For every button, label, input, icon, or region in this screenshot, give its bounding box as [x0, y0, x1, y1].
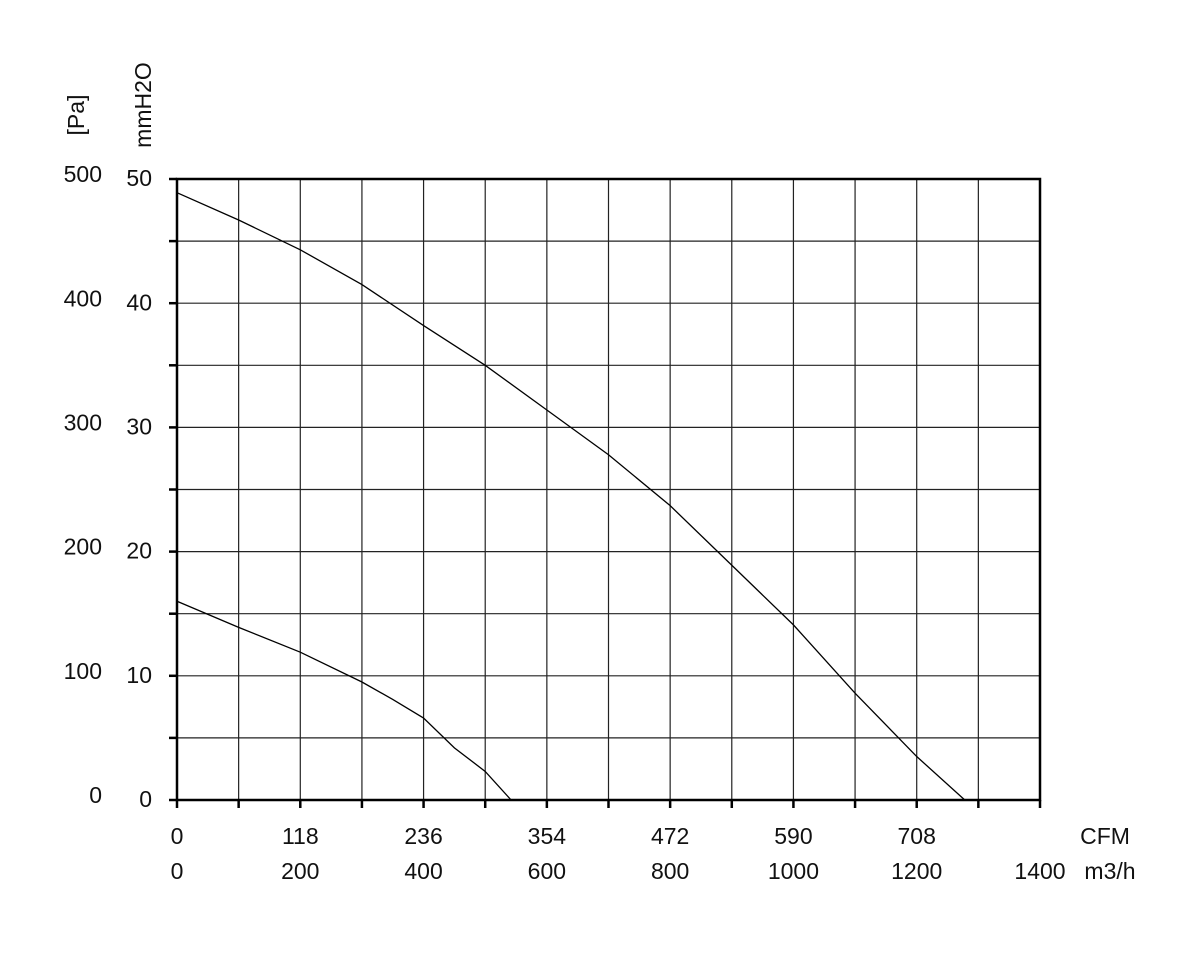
x2-tick-label: 118 — [282, 823, 319, 849]
y-tick-label: 100 — [64, 658, 102, 684]
x2-axis-label: CFM — [1080, 823, 1130, 849]
y-tick-label: 300 — [64, 409, 102, 435]
y2-tick-label: 10 — [126, 662, 152, 688]
x-tick-label: 1400 — [1014, 858, 1065, 884]
y-tick-label: 400 — [64, 285, 102, 311]
x-tick-label: 200 — [281, 858, 319, 884]
y2-tick-label: 20 — [126, 538, 152, 564]
x-tick-label: 600 — [528, 858, 566, 884]
x2-tick-label: 236 — [404, 823, 442, 849]
curve — [176, 192, 966, 801]
y2-axis-label: mmH2O — [130, 62, 156, 148]
y2-tick-label: 0 — [139, 786, 152, 812]
y-tick-label: 200 — [64, 534, 102, 560]
x-tick-label: 1200 — [891, 858, 942, 884]
x2-tick-label: 0 — [171, 823, 184, 849]
y2-tick-label: 40 — [126, 289, 152, 315]
x2-tick-label: 590 — [774, 823, 812, 849]
y-tick-label: 0 — [89, 782, 102, 808]
x-axis-label: m3/h — [1084, 858, 1135, 884]
x2-tick-label: 472 — [651, 823, 689, 849]
y-tick-label: 500 — [64, 161, 102, 187]
curve — [176, 600, 512, 801]
y2-tick-label: 30 — [126, 413, 152, 439]
y-axis-label: [Pa] — [63, 95, 89, 136]
x-tick-label: 0 — [171, 858, 184, 884]
x-tick-label: 1000 — [768, 858, 819, 884]
x2-tick-label: 354 — [528, 823, 567, 849]
y2-tick-label: 50 — [126, 165, 152, 191]
x-tick-label: 400 — [404, 858, 442, 884]
plot-frame — [175, 177, 1042, 802]
x-tick-label: 800 — [651, 858, 689, 884]
x2-tick-label: 708 — [898, 823, 936, 849]
